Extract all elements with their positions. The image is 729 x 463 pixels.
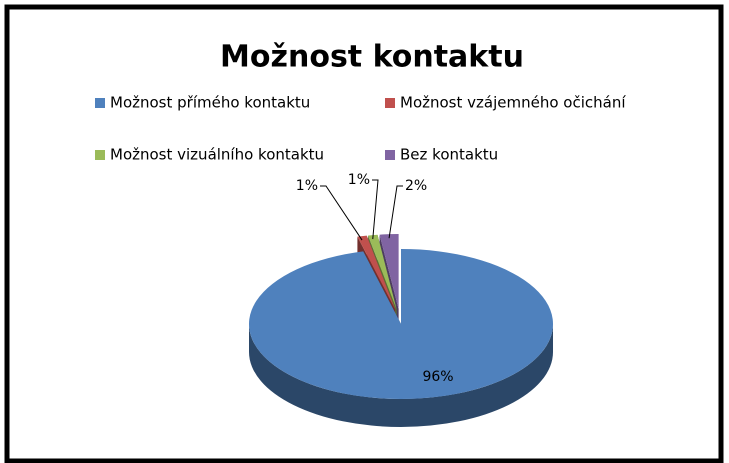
data-label: 96% xyxy=(422,369,453,385)
slice xyxy=(368,234,397,310)
slice xyxy=(249,248,554,399)
slice xyxy=(379,234,399,310)
legend-label: Možnost vzájemného očichání xyxy=(400,94,626,112)
legend-swatch xyxy=(95,98,105,108)
legend-label: Možnost přímého kontaktu xyxy=(110,94,310,112)
data-label: 1% xyxy=(296,178,318,194)
leader-line xyxy=(372,179,379,240)
leader-line xyxy=(388,185,403,239)
legend-swatch xyxy=(385,98,395,108)
leader-line xyxy=(320,185,363,241)
slice-side xyxy=(249,323,554,427)
legend-label: Možnost vizuálního kontaktu xyxy=(110,146,324,164)
data-label: 1% xyxy=(348,172,370,188)
legend-swatch xyxy=(385,150,395,160)
slice xyxy=(357,235,396,310)
chart-title: Možnost kontaktu xyxy=(220,40,524,75)
legend-swatch xyxy=(95,150,105,160)
legend-label: Bez kontaktu xyxy=(400,146,498,164)
data-label: 2% xyxy=(405,178,427,194)
